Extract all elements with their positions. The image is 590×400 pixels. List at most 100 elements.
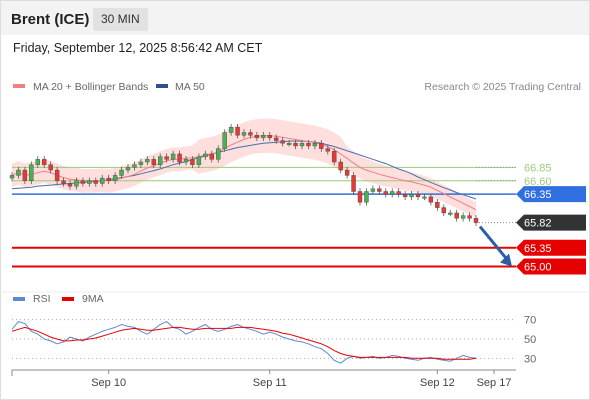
candle-body	[209, 153, 214, 160]
candle-body	[254, 135, 260, 139]
candle-body	[196, 156, 202, 165]
candle-body	[344, 169, 350, 176]
candle-body	[267, 135, 272, 139]
candle-body	[319, 143, 324, 149]
candle-body	[54, 169, 60, 181]
candle-body	[228, 126, 234, 133]
candle-body	[93, 180, 98, 184]
legend-swatch-9ma	[62, 297, 74, 301]
candle-body	[183, 159, 189, 163]
candle-body	[235, 126, 240, 136]
candle-body	[428, 196, 434, 203]
candle-body	[467, 215, 472, 219]
pivot-tag	[516, 186, 586, 203]
candle-body	[409, 193, 414, 198]
candle-body	[473, 218, 479, 223]
candle-body	[312, 143, 318, 147]
candle-body	[177, 153, 182, 163]
level-label-66.85: 66.85	[524, 162, 552, 174]
candle-body	[74, 180, 79, 187]
candle-body	[261, 135, 266, 139]
level-label-66.60: 66.60	[524, 176, 552, 188]
candle-body	[216, 148, 221, 160]
support-label-65.00: 65.00	[524, 262, 552, 274]
candle-body	[248, 132, 253, 136]
candle-body	[164, 156, 169, 160]
candle-body	[67, 183, 73, 187]
legend-swatch-ma50	[156, 84, 168, 88]
candle-body	[332, 151, 337, 163]
candle-body	[357, 191, 363, 203]
legend-label-ma20: MA 20 + Bollinger Bands	[33, 81, 148, 93]
legend-label-ma50: MA 50	[175, 81, 205, 93]
x-tick-label-1: Sep 11	[253, 377, 287, 389]
datetime-label: Friday, September 12, 2025 8:56:42 AM CE…	[13, 41, 263, 55]
x-tick-label-2: Sep 12	[420, 377, 455, 389]
candle-body	[338, 161, 343, 171]
candle-body	[441, 207, 446, 214]
candle-body	[402, 193, 408, 198]
candle-body	[87, 180, 92, 184]
rsi-tick-30: 30	[524, 353, 536, 365]
candle-body	[158, 156, 163, 165]
candle-body	[9, 175, 15, 179]
legend-label-rsi: RSI	[33, 293, 51, 305]
candle-body	[448, 212, 453, 215]
candle-body	[390, 191, 395, 195]
candle-body	[29, 164, 34, 181]
x-tick-label-3: Sep 17	[477, 377, 512, 389]
x-tick-label-0: Sep 10	[91, 377, 126, 389]
candle-body	[364, 191, 369, 203]
candle-body	[203, 153, 208, 157]
candle-body	[396, 191, 401, 195]
last-price-tag	[516, 214, 586, 231]
projection-arrow-head	[500, 253, 512, 267]
candle-body	[274, 137, 279, 141]
candle-body	[170, 153, 176, 160]
candle-body	[306, 143, 311, 147]
interval-badge[interactable]: 30 MIN	[93, 8, 148, 31]
candle-body	[370, 188, 376, 192]
legend-swatch-ma20	[13, 84, 25, 88]
candle-body	[42, 159, 47, 165]
support-tag-65.00	[516, 258, 586, 275]
rsi-ma-line	[11, 326, 477, 360]
support-tag-65.35	[516, 239, 586, 256]
candle-body	[125, 167, 131, 171]
candle-body	[132, 164, 137, 168]
candle-body	[100, 177, 105, 184]
rsi-tick-70: 70	[524, 315, 536, 327]
candle-body	[119, 169, 124, 176]
candle-body	[241, 132, 247, 136]
candle-body	[460, 215, 466, 219]
candle-body	[454, 212, 459, 219]
header-bar: Brent (ICE) 30 MIN	[1, 1, 589, 35]
credit-text: Research © 2025 Trading Central	[424, 81, 581, 93]
pivot-label: 66.35	[524, 189, 552, 201]
candle-body	[48, 164, 53, 171]
candle-body	[377, 188, 382, 192]
candle-body	[80, 180, 86, 184]
candle-body	[35, 159, 40, 165]
candle-body	[293, 143, 298, 147]
candle-body	[151, 159, 156, 165]
candle-body	[16, 169, 21, 176]
candle-body	[22, 169, 28, 181]
candle-body	[286, 143, 292, 145]
candle-body	[422, 196, 427, 199]
support-label-65.35: 65.35	[524, 243, 552, 255]
candle-body	[280, 140, 285, 144]
instrument-title: Brent (ICE)	[11, 11, 90, 28]
candle-body	[325, 148, 330, 152]
projection-arrow-line	[478, 225, 510, 262]
candle-body	[190, 159, 195, 165]
candle-body	[145, 159, 150, 163]
legend-label-9ma: 9MA	[82, 293, 104, 305]
last-price-label: 65.82	[524, 218, 552, 230]
legend-swatch-rsi	[13, 297, 25, 301]
rsi-tick-50: 50	[524, 334, 536, 346]
candle-body	[106, 177, 111, 181]
candle-body	[351, 175, 356, 192]
candle-body	[138, 161, 144, 165]
